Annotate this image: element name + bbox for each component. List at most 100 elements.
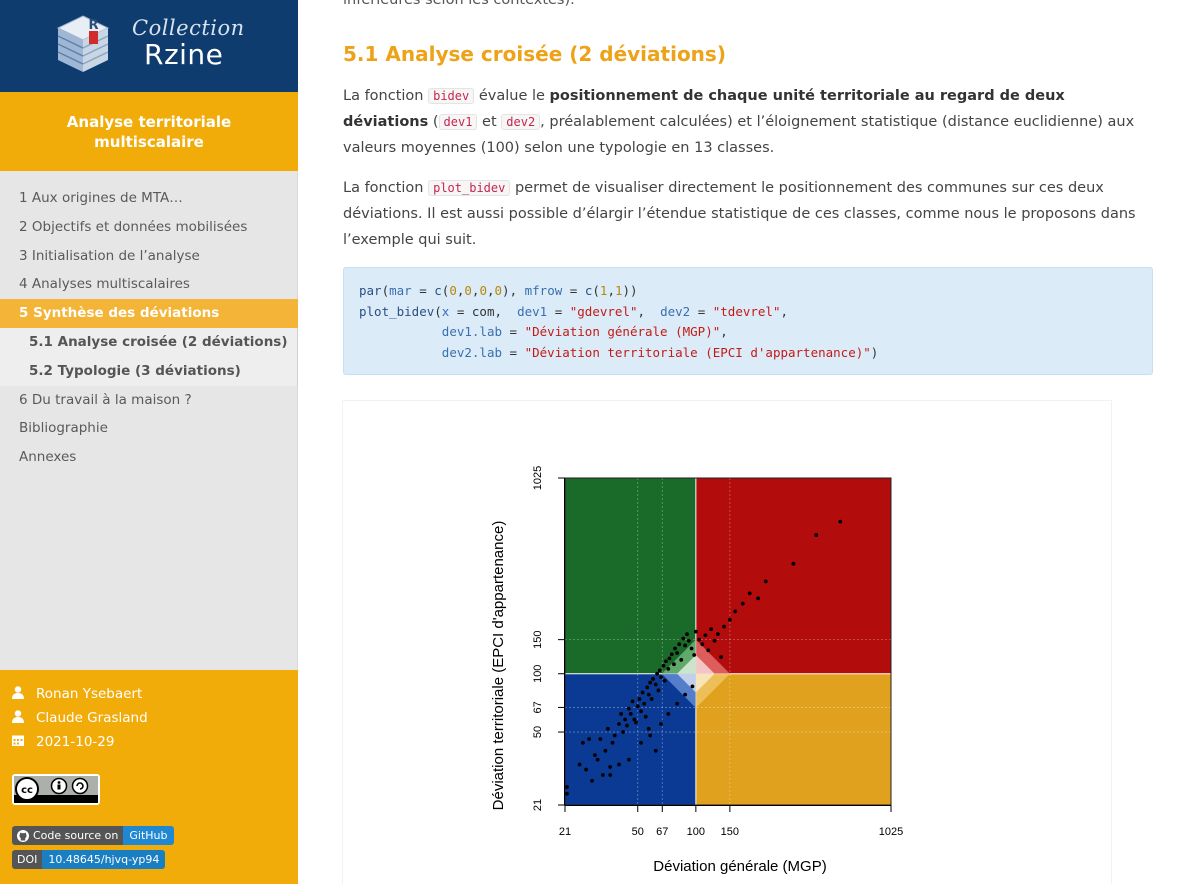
github-icon [17, 829, 29, 842]
y-tick-label: 150 [532, 630, 544, 648]
code-block[interactable]: par(mar = c(0,0,0,0), mfrow = c(1,1)) pl… [343, 267, 1153, 375]
code-token: com [471, 303, 495, 319]
data-point [617, 722, 621, 726]
data-point [659, 675, 663, 680]
data-point [651, 677, 655, 681]
y-tick-label: 100 [532, 665, 544, 683]
toc-item-travail-maison[interactable]: 6 Du travail à la maison ? [19, 391, 192, 408]
inline-code: plot_bidev [428, 180, 511, 196]
x-tick-label: 50 [632, 826, 644, 838]
code-token: plot_bidev [359, 303, 435, 319]
code-token: 0 [479, 283, 487, 298]
github-source-badge[interactable]: Code source on GitHub [12, 826, 174, 845]
x-tick-label: 67 [656, 826, 668, 838]
brand-name: Rzine [144, 38, 224, 71]
x-tick-label: 150 [721, 826, 739, 838]
data-point [683, 643, 688, 648]
brand-collection-label: Collection [132, 16, 245, 40]
user-icon [12, 685, 36, 703]
y-tick-label: 1025 [532, 466, 544, 490]
data-point [657, 668, 662, 673]
toc-item-bibliographie[interactable]: Bibliographie [19, 420, 108, 437]
data-point [621, 730, 626, 734]
code-token: 0 [464, 283, 472, 298]
code-token: mar [389, 283, 412, 298]
data-point [605, 726, 610, 731]
toc-item-annexes[interactable]: Annexes [19, 449, 77, 466]
doi-badge[interactable]: DOI 10.48645/hjvq-yp94 [12, 850, 166, 869]
data-point [712, 638, 717, 643]
x-tick-label: 21 [559, 826, 571, 838]
data-point [719, 655, 723, 659]
code-token: dev2.lab [441, 344, 503, 360]
code-token: dev1.lab [441, 324, 503, 339]
data-point [763, 579, 768, 584]
text: et [477, 114, 502, 130]
cc-by-sa-license-icon[interactable]: cc [12, 774, 100, 805]
toc-item-analyses-multiscalaires[interactable]: 4 Analyses multiscalaires [19, 276, 190, 293]
toc-item-objectifs[interactable]: 2 Objectifs et données mobilisées [19, 218, 248, 235]
data-point [662, 678, 667, 683]
data-point [593, 753, 597, 758]
data-point [681, 636, 686, 641]
brand-header[interactable]: R Collection Rzine [0, 0, 298, 92]
data-point [637, 697, 642, 701]
toc-item-initialisation[interactable]: 3 Initialisation de l’analyse [19, 247, 200, 264]
table-of-contents: 1 Aux origines de MTA… 2 Objectifs et do… [0, 184, 298, 472]
data-point [740, 601, 745, 606]
quadrant-top-left [565, 478, 696, 674]
code-token: par [359, 283, 382, 298]
badge-right-text: GitHub [123, 826, 174, 845]
code-token: x [441, 303, 450, 319]
quadrant-bottom-left [565, 673, 696, 805]
toc-subitem-analyse-croisee[interactable]: 5.1 Analyse croisée (2 déviations) [0, 327, 298, 357]
data-point [610, 740, 615, 745]
data-point [640, 690, 645, 695]
data-point [590, 778, 594, 783]
publication-date: 2021-10-29 [36, 734, 115, 750]
data-point [623, 717, 627, 722]
author-row: Claude Grasland [12, 708, 148, 728]
data-point [649, 697, 654, 701]
data-point [700, 642, 705, 647]
data-point [655, 671, 660, 676]
code-token: c [434, 283, 442, 298]
data-point [646, 726, 651, 731]
data-point [653, 682, 658, 687]
data-point [722, 624, 726, 629]
book-title[interactable]: Analyse territoriale multiscalaire [0, 92, 298, 171]
data-point [675, 701, 680, 706]
date-row: 2021-10-29 [12, 732, 114, 752]
toc-subitem-typologie[interactable]: 5.2 Typologie (3 déviations) [0, 356, 298, 386]
data-point [697, 637, 702, 642]
data-point [643, 714, 648, 719]
data-point [838, 519, 843, 524]
y-tick-label: 67 [532, 701, 544, 713]
inline-code: dev2 [501, 114, 541, 130]
data-point [642, 701, 647, 706]
toc-item-origines[interactable]: 1 Aux origines de MTA… [19, 190, 183, 206]
data-point [634, 720, 638, 725]
book-title-line-2: multiscalaire [94, 133, 204, 151]
data-point [661, 663, 666, 668]
toc-item-synthese-active[interactable]: 5 Synthèse des déviations [0, 299, 298, 328]
data-point [659, 722, 663, 726]
data-point [630, 699, 635, 704]
data-point [612, 733, 617, 738]
data-point [677, 642, 682, 647]
plot-output: 21 21 50 50 67 67 100 100 150 150 1025 1025 Déviatio… [343, 401, 1111, 884]
code-token: c [584, 283, 593, 298]
code-token: 0 [494, 283, 503, 298]
code-token: "Déviation territoriale (EPCI d'apparten… [524, 344, 871, 360]
text: évalue le [474, 88, 550, 104]
text: ( [428, 114, 439, 130]
author-row: Ronan Ysebaert [12, 684, 142, 704]
data-point [581, 740, 585, 745]
code-token: 1 [599, 283, 608, 298]
data-point [600, 773, 605, 777]
data-point [584, 767, 588, 772]
x-tick-label: 100 [687, 826, 705, 838]
data-point [666, 666, 671, 671]
data-point [715, 632, 720, 637]
data-point [756, 596, 760, 601]
